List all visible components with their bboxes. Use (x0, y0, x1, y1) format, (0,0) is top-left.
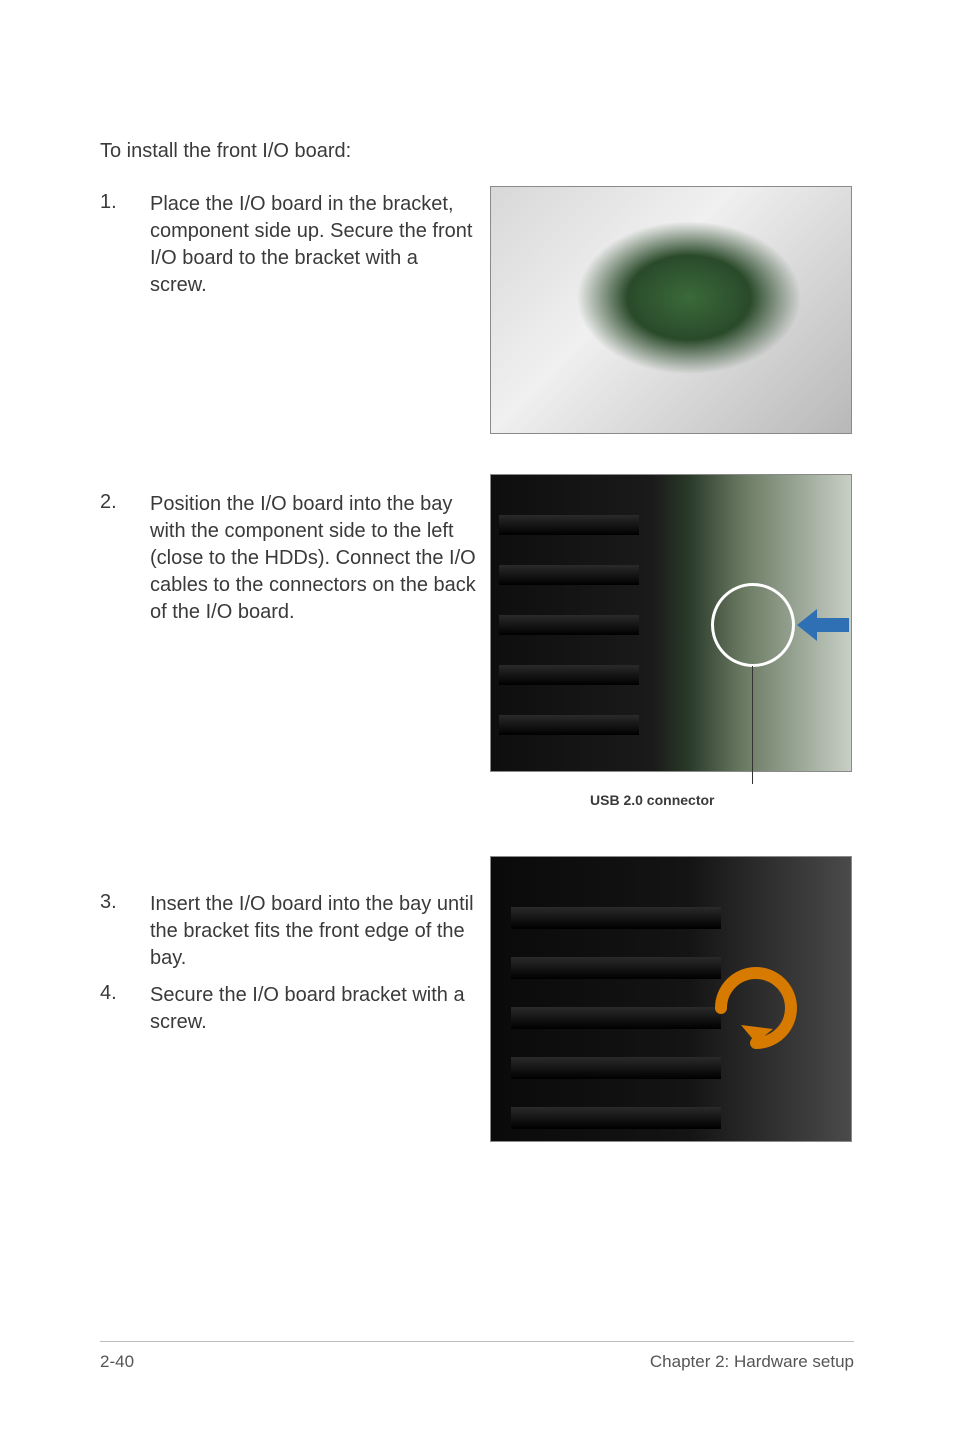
bay-slot (499, 665, 639, 685)
screw-rotation-arrow-icon (701, 953, 811, 1063)
bay-slot (511, 907, 721, 929)
step-2-number: 2. (100, 491, 150, 514)
step-3-text: Insert the I/O board into the bay until … (150, 891, 480, 972)
bay-slot (511, 1057, 721, 1079)
figure-3-photo (491, 857, 851, 1141)
chapter-title: Chapter 2: Hardware setup (650, 1352, 854, 1372)
figure-2-insert-into-bay (490, 474, 852, 772)
step-2-text: Position the I/O board into the bay with… (150, 491, 480, 626)
usb-caption-leader-line (752, 666, 753, 784)
bay-slot (511, 1007, 721, 1029)
page-footer: 2-40 Chapter 2: Hardware setup (0, 1341, 954, 1372)
step-4-number: 4. (100, 982, 150, 1005)
bay-slot (499, 515, 639, 535)
page-number: 2-40 (100, 1352, 134, 1372)
bay-slot (499, 565, 639, 585)
step-1-number: 1. (100, 191, 150, 214)
intro-text: To install the front I/O board: (100, 140, 854, 163)
figure-1-photo (491, 187, 851, 433)
page: To install the front I/O board: 1. Place… (0, 0, 954, 1438)
bay-slot (511, 957, 721, 979)
figure-2-photo (491, 475, 851, 771)
footer-divider (100, 1341, 854, 1342)
bay-slot (499, 615, 639, 635)
figure-3-secure-with-screw (490, 856, 852, 1142)
figure-1-io-board-bracket (490, 186, 852, 434)
usb-connector-highlight-ring (711, 583, 795, 667)
bay-slot (499, 715, 639, 735)
step-3-number: 3. (100, 891, 150, 914)
footer-row: 2-40 Chapter 2: Hardware setup (100, 1352, 854, 1372)
step-1-text: Place the I/O board in the bracket, comp… (150, 191, 480, 299)
usb-connector-caption: USB 2.0 connector (590, 792, 714, 808)
bay-slot (511, 1107, 721, 1129)
step-4-text: Secure the I/O board bracket with a scre… (150, 982, 480, 1036)
